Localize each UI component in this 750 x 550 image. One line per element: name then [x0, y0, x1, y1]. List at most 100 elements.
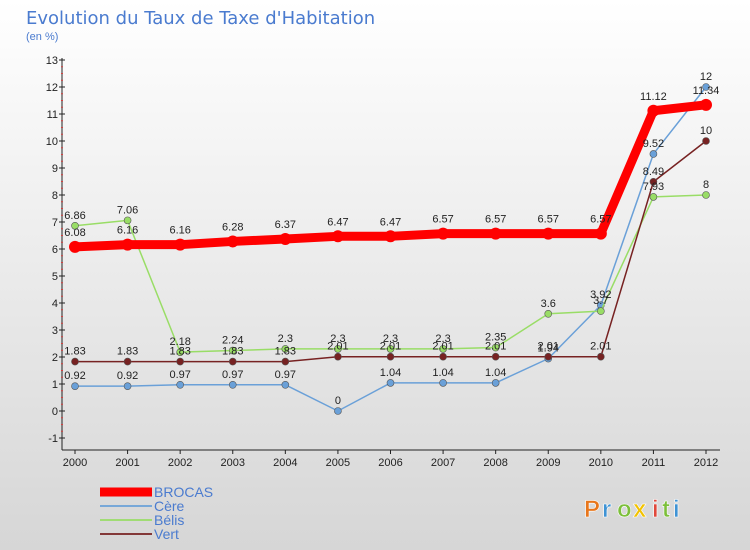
- y-tick-label: 11: [47, 109, 58, 121]
- data-label-Bélis: 7.93: [643, 181, 664, 193]
- data-label-BROCAS: 11.34: [693, 85, 720, 97]
- data-label-Cère: 3.92: [590, 289, 611, 301]
- data-point-Vert: [386, 352, 395, 361]
- data-label-Cère: 0.97: [169, 369, 190, 381]
- data-label-BROCAS: 6.16: [169, 225, 190, 237]
- data-point-Bélis: [439, 345, 447, 353]
- data-point-Vert: [439, 352, 447, 361]
- data-point-BROCAS: [331, 230, 344, 243]
- data-label-Bélis: 2.18: [169, 336, 190, 348]
- data-label-BROCAS: 6.37: [275, 219, 296, 231]
- y-tick-label: 10: [46, 136, 58, 148]
- data-label-Vert: 2.01: [485, 341, 506, 353]
- y-tick-label: 4: [52, 298, 58, 310]
- x-tick-label: 2007: [431, 457, 455, 469]
- x-tick-label: 2012: [694, 457, 718, 469]
- data-label-Cère: 9.52: [643, 138, 664, 150]
- data-point-Vert: [123, 357, 132, 366]
- chart-subtitle: (en %): [26, 31, 58, 43]
- data-label-Vert: 1.83: [117, 346, 138, 358]
- data-point-Vert: [597, 352, 605, 361]
- data-label-Cère: 1.04: [380, 367, 401, 379]
- y-tick-label: 3: [52, 325, 58, 337]
- data-label-BROCAS: 6.57: [432, 214, 453, 226]
- data-point-BROCAS: [437, 227, 450, 240]
- data-label-BROCAS: 11.12: [640, 91, 667, 103]
- data-point-Vert: [334, 352, 342, 361]
- data-point-Bélis: [386, 345, 395, 353]
- data-label-BROCAS: 6.28: [222, 221, 243, 233]
- data-label-Cère: 12: [700, 71, 712, 83]
- x-tick-label: 2000: [63, 457, 87, 469]
- data-point-Cère: [702, 83, 710, 91]
- data-label-Vert: 1.83: [64, 346, 85, 358]
- data-point-BROCAS: [700, 98, 712, 111]
- data-label-Vert: 2.01: [380, 341, 401, 353]
- logo-letter: x: [633, 496, 647, 523]
- data-point-Cère: [649, 150, 658, 158]
- data-point-Bélis: [176, 348, 184, 356]
- y-tick-label: 8: [52, 190, 58, 202]
- data-point-Bélis: [597, 307, 605, 315]
- y-tick-label: -1: [48, 433, 58, 445]
- data-label-Cère: 1.94: [538, 343, 559, 355]
- y-tick-label: 1: [52, 379, 58, 391]
- data-label-Bélis: 3.7: [593, 295, 608, 307]
- data-label-Cère: 0.97: [275, 369, 296, 381]
- x-tick-label: 2003: [221, 457, 245, 469]
- data-label-Vert: 2.01: [327, 341, 348, 353]
- data-label-Vert: 2.01: [590, 341, 611, 353]
- data-label-Bélis: 2.3: [383, 333, 398, 345]
- x-tick-label: 2004: [273, 457, 297, 469]
- data-label-BROCAS: 6.57: [590, 214, 611, 226]
- data-point-BROCAS: [594, 227, 607, 240]
- data-point-Cère: [439, 379, 447, 387]
- logo-letter: t: [662, 496, 670, 523]
- chart-title: Evolution du Taux de Taxe d'Habitation: [26, 8, 375, 29]
- y-tick-label: 9: [52, 163, 58, 175]
- data-label-Bélis: 2.3: [330, 333, 345, 345]
- data-point-Vert: [544, 352, 553, 361]
- x-tick-label: 2005: [326, 457, 350, 469]
- x-tick-label: 2009: [536, 457, 560, 469]
- data-point-BROCAS: [542, 227, 555, 240]
- data-label-Vert: 10: [700, 125, 712, 137]
- data-point-Bélis: [334, 345, 342, 353]
- data-point-Bélis: [544, 309, 553, 318]
- data-point-Bélis: [228, 346, 237, 355]
- y-tick-label: 0: [52, 406, 58, 418]
- logo-letter: i: [652, 496, 659, 523]
- data-label-Vert: 1.83: [275, 346, 296, 358]
- data-label-BROCAS: 6.57: [485, 214, 506, 226]
- legend-label-Vert: Vert: [154, 526, 179, 542]
- x-tick-label: 2010: [589, 457, 613, 469]
- data-label-Bélis: 2.24: [222, 335, 243, 347]
- data-label-BROCAS: 6.47: [327, 216, 348, 228]
- data-point-Vert: [649, 177, 658, 186]
- data-point-Bélis: [123, 216, 132, 225]
- data-point-BROCAS: [279, 233, 292, 246]
- data-point-BROCAS: [174, 238, 187, 251]
- data-point-Cère: [491, 379, 500, 387]
- data-label-Bélis: 8: [703, 179, 709, 191]
- x-tick-label: 2006: [378, 457, 402, 469]
- data-label-BROCAS: 6.47: [380, 216, 401, 228]
- data-point-Vert: [281, 357, 290, 366]
- data-label-Cère: 0: [335, 395, 341, 407]
- data-label-Cère: 0.97: [222, 369, 243, 381]
- data-point-Bélis: [491, 343, 500, 352]
- data-label-Bélis: 3.6: [541, 298, 556, 310]
- data-label-Cère: 0.92: [64, 370, 85, 382]
- y-tick-label: 5: [52, 271, 58, 283]
- y-tick-label: 6: [52, 244, 58, 256]
- data-label-Bélis: 2.3: [278, 333, 293, 345]
- logo-letter: r: [602, 496, 611, 523]
- data-point-Cère: [71, 382, 79, 390]
- data-point-Bélis: [281, 345, 290, 353]
- data-point-Bélis: [702, 191, 710, 199]
- data-label-Cère: 0.92: [117, 370, 138, 382]
- data-point-BROCAS: [121, 238, 134, 251]
